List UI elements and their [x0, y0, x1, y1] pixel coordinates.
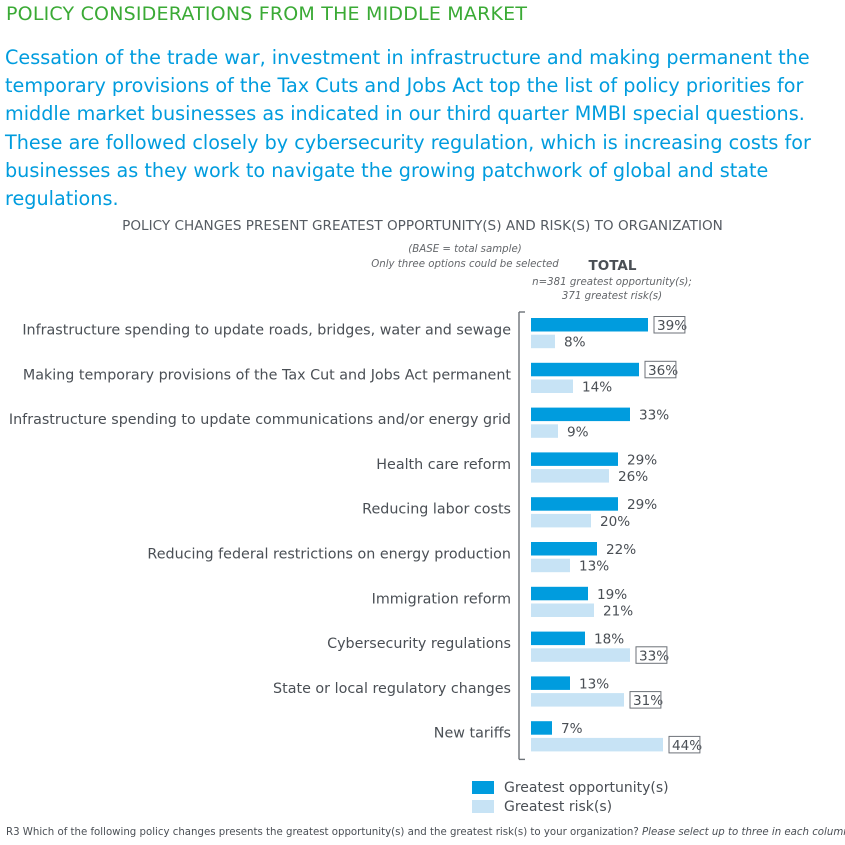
- highlight-box-opportunity-1: [653, 316, 686, 334]
- highlight-box-risk-9: [629, 691, 662, 709]
- data-label-risk-6: 13%: [579, 559, 609, 575]
- legend-swatch-risk: [472, 800, 494, 813]
- legend-label-risk: Greatest risk(s): [504, 798, 613, 815]
- legend-label-opportunity: Greatest opportunity(s): [504, 779, 669, 796]
- bar-risk-3: [531, 424, 558, 438]
- category-label-infrastructure-spending-to-update-communications-and-or-energy-grid: Infrastructure spending to update commun…: [9, 412, 511, 428]
- highlight-box-opportunity-2: [644, 360, 677, 379]
- data-label-risk-8: 33%: [639, 648, 669, 664]
- base-note: (BASE = total sample): [408, 244, 522, 255]
- category-label-infrastructure-spending-to-update-roads-bridges-water-and-sewage: Infrastructure spending to update roads,…: [22, 323, 511, 339]
- bar-opportunity-9: [531, 676, 570, 690]
- bar-risk-8: [531, 648, 630, 662]
- footnote-question: R3 Which of the following policy changes…: [6, 827, 639, 838]
- legend-swatch-opportunity: [472, 781, 494, 794]
- bar-opportunity-7: [531, 586, 588, 601]
- data-label-opportunity-4: 29%: [627, 452, 657, 468]
- category-label-health-care-reform: Health care reform: [376, 457, 511, 473]
- bar-opportunity-3: [531, 407, 630, 422]
- bar-opportunity-6: [531, 542, 597, 556]
- category-label-immigration-reform: Immigration reform: [372, 591, 511, 607]
- bar-risk-2: [531, 379, 573, 393]
- data-label-risk-9: 31%: [633, 693, 663, 709]
- chart-legend: Greatest opportunity(s) Greatest risk(s): [472, 778, 669, 816]
- chart-base-note: (BASE = total sample) Only three options…: [340, 242, 590, 272]
- bar-risk-9: [531, 693, 624, 707]
- highlight-box-risk-10: [668, 735, 701, 754]
- chart-title: POLICY CHANGES PRESENT GREATEST OPPORTUN…: [122, 218, 723, 234]
- category-label-new-tariffs: New tariffs: [434, 726, 511, 742]
- sample-size-note: n=381 greatest opportunity(s); 371 great…: [522, 276, 702, 304]
- data-label-opportunity-6: 22%: [606, 542, 636, 558]
- category-label-making-temporary-provisions-of-the-tax-cut-and-jobs-act-permanent: Making temporary provisions of the Tax C…: [23, 367, 512, 383]
- footnote-instruction: Please select up to three in each column…: [642, 827, 845, 838]
- bar-opportunity-8: [531, 631, 585, 646]
- data-label-risk-4: 26%: [618, 469, 648, 485]
- legend-item-risk: Greatest risk(s): [472, 797, 669, 816]
- data-label-opportunity-9: 13%: [579, 676, 609, 692]
- bar-opportunity-4: [531, 452, 618, 466]
- category-label-reducing-federal-restrictions-on-energy-production: Reducing federal restrictions on energy …: [147, 547, 511, 563]
- survey-question-footnote: R3 Which of the following policy changes…: [6, 827, 845, 838]
- category-label-reducing-labor-costs: Reducing labor costs: [362, 502, 511, 518]
- bar-risk-7: [531, 603, 594, 617]
- data-label-opportunity-8: 18%: [594, 632, 624, 648]
- intro-paragraph: Cessation of the trade war, investment i…: [5, 46, 811, 211]
- bar-risk-1: [531, 334, 555, 349]
- column-header-total: TOTAL: [588, 258, 637, 274]
- highlight-box-risk-8: [635, 646, 668, 664]
- data-label-opportunity-10: 7%: [561, 721, 583, 737]
- sample-note-line-1: n=381 greatest opportunity(s);: [532, 277, 692, 288]
- bar-risk-4: [531, 469, 609, 483]
- bar-opportunity-10: [531, 721, 552, 735]
- bar-opportunity-2: [531, 362, 639, 377]
- data-label-risk-7: 21%: [603, 604, 633, 620]
- bar-risk-6: [531, 558, 570, 573]
- page-headline: POLICY CONSIDERATIONS FROM THE MIDDLE MA…: [6, 3, 528, 25]
- data-label-risk-3: 9%: [567, 424, 589, 440]
- selection-note: Only three options could be selected: [371, 259, 559, 270]
- data-label-opportunity-7: 19%: [597, 587, 627, 603]
- category-label-cybersecurity-regulations: Cybersecurity regulations: [327, 636, 511, 652]
- data-label-opportunity-5: 29%: [627, 497, 657, 513]
- data-label-risk-2: 14%: [582, 380, 612, 396]
- bar-risk-10: [531, 737, 663, 752]
- legend-item-opportunity: Greatest opportunity(s): [472, 778, 669, 797]
- data-label-opportunity-1: 39%: [657, 318, 687, 334]
- data-label-risk-10: 44%: [672, 738, 702, 754]
- data-label-opportunity-2: 36%: [648, 363, 678, 379]
- bar-opportunity-5: [531, 497, 618, 511]
- category-label-state-or-local-regulatory-changes: State or local regulatory changes: [273, 681, 511, 697]
- data-label-risk-5: 20%: [600, 514, 630, 530]
- data-label-opportunity-3: 33%: [639, 408, 669, 424]
- bar-risk-5: [531, 513, 591, 528]
- sample-note-line-2: 371 greatest risk(s): [561, 291, 663, 302]
- data-label-risk-1: 8%: [564, 335, 586, 351]
- bar-opportunity-1: [531, 318, 648, 332]
